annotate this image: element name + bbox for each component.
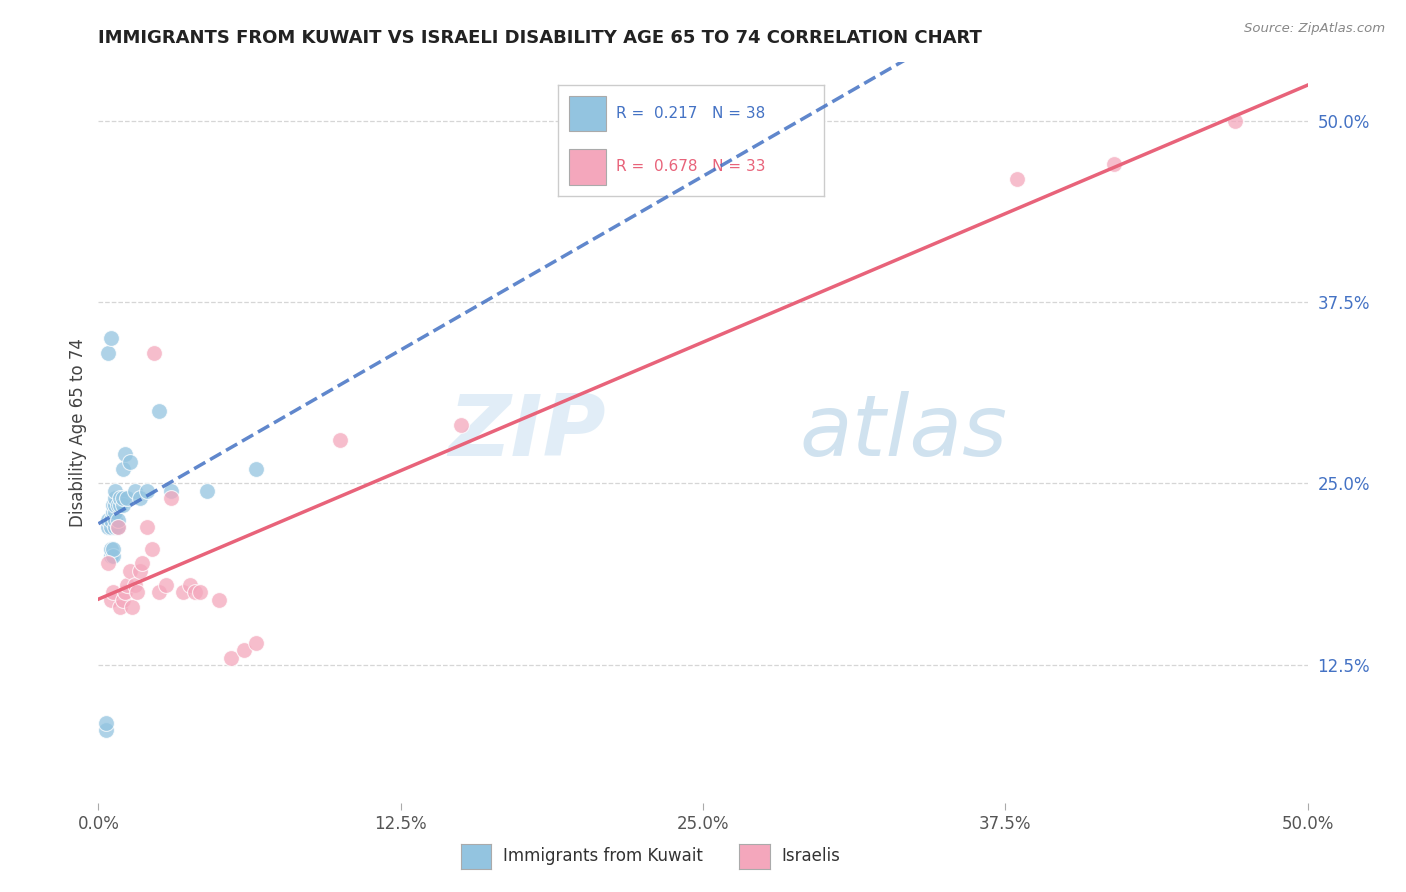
Point — [101, 498, 124, 512]
Point — [329, 433, 352, 447]
Text: ZIP: ZIP — [449, 391, 606, 475]
Point — [179, 578, 201, 592]
Point — [94, 715, 117, 730]
Point — [128, 564, 150, 578]
Point — [128, 491, 150, 505]
Point — [104, 520, 127, 534]
Point — [97, 345, 120, 359]
Point — [245, 636, 267, 650]
Point — [97, 520, 120, 534]
Point — [101, 585, 124, 599]
Point — [155, 578, 177, 592]
Point — [143, 345, 166, 359]
Point — [101, 541, 124, 556]
Point — [107, 513, 129, 527]
Text: IMMIGRANTS FROM KUWAIT VS ISRAELI DISABILITY AGE 65 TO 74 CORRELATION CHART: IMMIGRANTS FROM KUWAIT VS ISRAELI DISABI… — [98, 29, 983, 47]
Point — [107, 520, 129, 534]
Point — [101, 549, 124, 563]
Point — [118, 455, 141, 469]
Point — [111, 491, 134, 505]
Point — [104, 483, 127, 498]
Point — [100, 541, 122, 556]
Point — [160, 483, 183, 498]
Point — [1102, 157, 1125, 171]
Point — [172, 585, 194, 599]
Text: atlas: atlas — [800, 391, 1008, 475]
Point — [108, 498, 131, 512]
Text: Source: ZipAtlas.com: Source: ZipAtlas.com — [1244, 22, 1385, 36]
Point — [232, 643, 254, 657]
Point — [121, 599, 143, 614]
Point — [118, 564, 141, 578]
Y-axis label: Disability Age 65 to 74: Disability Age 65 to 74 — [69, 338, 87, 527]
Point — [1223, 113, 1246, 128]
Point — [100, 520, 122, 534]
Point — [104, 491, 127, 505]
Point — [101, 506, 124, 520]
Point — [111, 498, 134, 512]
Point — [104, 498, 127, 512]
Point — [148, 585, 170, 599]
Point — [124, 483, 146, 498]
Point — [135, 520, 157, 534]
Point — [104, 513, 127, 527]
Point — [107, 520, 129, 534]
Text: Israelis: Israelis — [782, 847, 841, 865]
Point — [135, 483, 157, 498]
Point — [114, 585, 136, 599]
Point — [450, 418, 472, 433]
Point — [100, 549, 122, 563]
Point — [131, 556, 153, 570]
Point — [117, 578, 139, 592]
Point — [160, 491, 183, 505]
Point — [127, 585, 149, 599]
Point — [117, 491, 139, 505]
Text: Immigrants from Kuwait: Immigrants from Kuwait — [503, 847, 703, 865]
Point — [108, 599, 131, 614]
Point — [107, 498, 129, 512]
Point — [208, 592, 231, 607]
Point — [245, 462, 267, 476]
Point — [97, 513, 120, 527]
Point — [111, 592, 134, 607]
Point — [108, 491, 131, 505]
Point — [195, 483, 218, 498]
Point — [184, 585, 207, 599]
Point — [141, 541, 163, 556]
Point — [94, 723, 117, 738]
Point — [104, 506, 127, 520]
Point — [188, 585, 211, 599]
Point — [148, 404, 170, 418]
Point — [100, 513, 122, 527]
Point — [100, 331, 122, 345]
Point — [114, 447, 136, 461]
Point — [100, 592, 122, 607]
Point — [97, 556, 120, 570]
Point — [124, 578, 146, 592]
Point — [1007, 171, 1029, 186]
Point — [111, 462, 134, 476]
Point — [221, 650, 243, 665]
